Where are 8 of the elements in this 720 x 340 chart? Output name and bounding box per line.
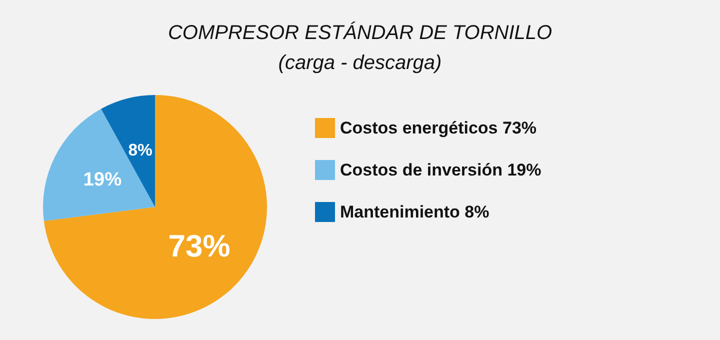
data-label: 73%	[168, 228, 230, 264]
chart-title: COMPRESOR ESTÁNDAR DE TORNILLO	[168, 21, 552, 44]
data-label: 8%	[128, 140, 153, 160]
legend-label: Costos energéticos 73%	[340, 118, 537, 138]
legend-label: Mantenimiento 8%	[340, 202, 490, 222]
data-label: 19%	[83, 170, 122, 191]
chart-subtitle: (carga - descarga)	[278, 52, 442, 74]
legend-label: Costos de inversión 19%	[340, 160, 542, 180]
